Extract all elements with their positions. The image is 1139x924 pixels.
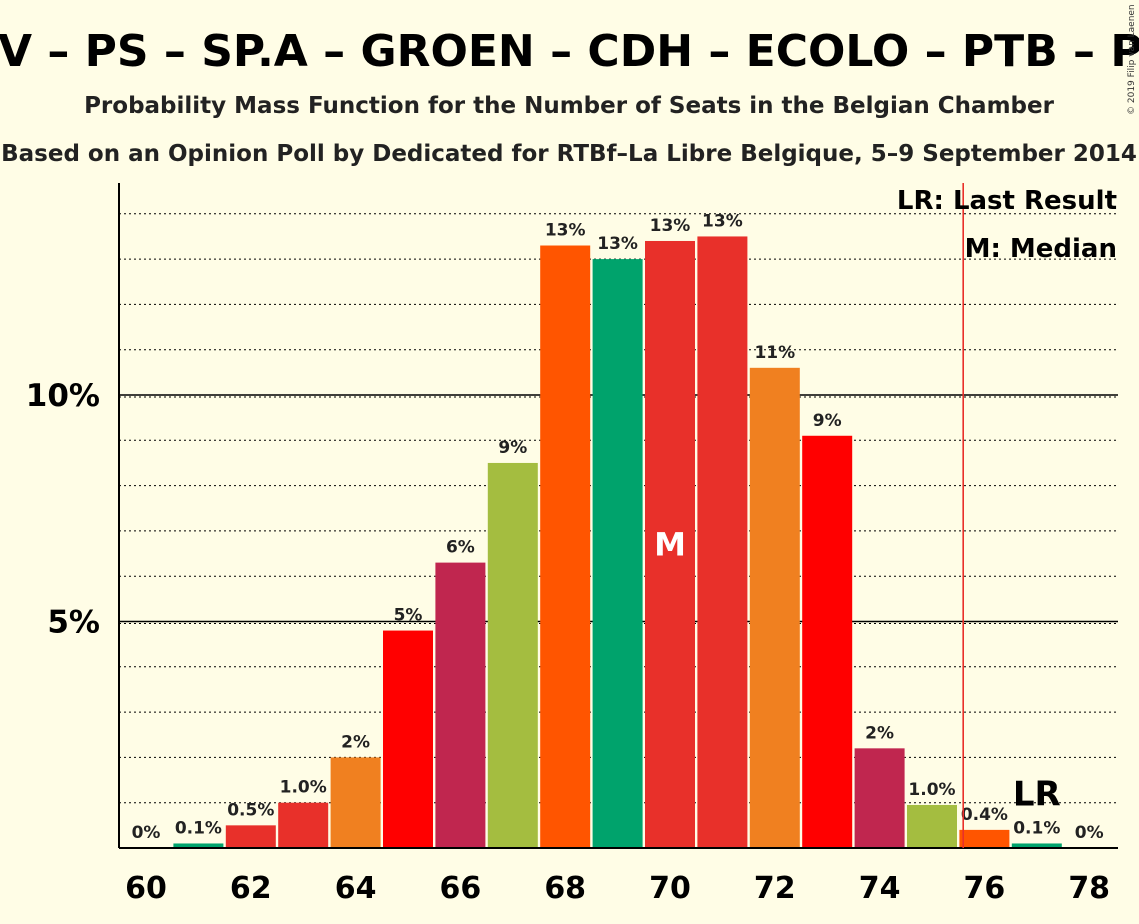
chart-title: CD&V – PS – SP.A – GROEN – CDH – ECOLO –… <box>0 26 1139 77</box>
bar-seat-67 <box>487 462 538 848</box>
x-tick-64: 64 <box>335 871 377 906</box>
bar-seat-64 <box>330 757 381 848</box>
x-tick-60: 60 <box>125 871 167 906</box>
bar-seat-71 <box>697 236 748 848</box>
bar-label-seat-65: 5% <box>394 606 423 626</box>
x-tick-72: 72 <box>754 871 796 906</box>
markers: M LR <box>654 183 1061 848</box>
bar-label-seat-77: 0.1% <box>1013 818 1060 838</box>
last-result-marker: LR <box>1013 775 1061 815</box>
x-tick-70: 70 <box>649 871 691 906</box>
x-tick-68: 68 <box>544 871 586 906</box>
bar-label-seat-62: 0.5% <box>227 800 274 820</box>
chart-subtitle-1: Probability Mass Function for the Number… <box>84 93 1055 119</box>
x-tick-78: 78 <box>1068 871 1110 906</box>
legend-last-result: LR: Last Result <box>897 186 1117 216</box>
bar-seat-73 <box>802 435 853 848</box>
y-tick-5: 5% <box>47 605 100 641</box>
bar-seat-62 <box>225 825 276 848</box>
chart-subtitle-2: Based on an Opinion Poll by Dedicated fo… <box>1 141 1137 167</box>
bar-label-seat-74: 2% <box>865 723 894 743</box>
bar-seat-68 <box>540 245 591 848</box>
median-marker: M <box>654 525 686 563</box>
axes <box>118 183 1118 849</box>
bar-label-seat-78: 0% <box>1075 823 1104 843</box>
y-tick-labels: 5% 10% <box>26 378 100 641</box>
bar-seat-63 <box>278 802 329 848</box>
bar-label-seat-69: 13% <box>597 234 638 254</box>
bar-label-seat-73: 9% <box>813 411 842 431</box>
bar-seat-69 <box>592 259 643 849</box>
bar-label-seat-76: 0.4% <box>961 805 1008 825</box>
bar-value-labels: 0% 0.1%0.5%1.0%2%5%6%9%13%13%13% 13%11%9%2… <box>132 211 1104 843</box>
copyright-note: © 2019 Filip van Laenen <box>1127 4 1137 115</box>
x-tick-66: 66 <box>440 871 482 906</box>
bar-seat-74 <box>854 748 905 848</box>
bar-seat-65 <box>383 630 433 848</box>
bar-label-seat-66: 6% <box>446 538 475 558</box>
x-tick-labels: 60 62 64 66 68 70 72 74 76 78 <box>125 871 1110 906</box>
bar-seat-70 <box>645 240 695 849</box>
bar-seat-61 <box>173 843 224 848</box>
bar-seat-75 <box>907 804 957 848</box>
bars <box>173 236 1062 849</box>
bar-label-seat-75: 1.0% <box>908 780 955 800</box>
bar-label-seat-64: 2% <box>341 732 370 752</box>
bar-label-seat-72: 11% <box>754 343 795 363</box>
x-tick-76: 76 <box>964 871 1006 906</box>
bar-label-seat-60: 0% <box>132 823 161 843</box>
bar-label-seat-70: 13% <box>650 216 691 236</box>
bar-seat-76 <box>959 829 1010 848</box>
bar-label-seat-63: 1.0% <box>280 778 327 798</box>
legend-median: M: Median <box>965 234 1117 264</box>
bar-seat-72 <box>749 367 800 848</box>
bar-seat-66 <box>435 562 486 848</box>
y-tick-10: 10% <box>26 378 100 414</box>
bar-label-seat-67: 9% <box>498 438 527 458</box>
bar-seat-77 <box>1011 843 1062 848</box>
x-tick-74: 74 <box>859 871 901 906</box>
bar-label-seat-71: 13% <box>702 211 743 231</box>
x-tick-62: 62 <box>230 871 272 906</box>
bar-label-seat-61: 0.1% <box>175 818 222 838</box>
bar-label-seat-68: 13% <box>545 221 586 241</box>
